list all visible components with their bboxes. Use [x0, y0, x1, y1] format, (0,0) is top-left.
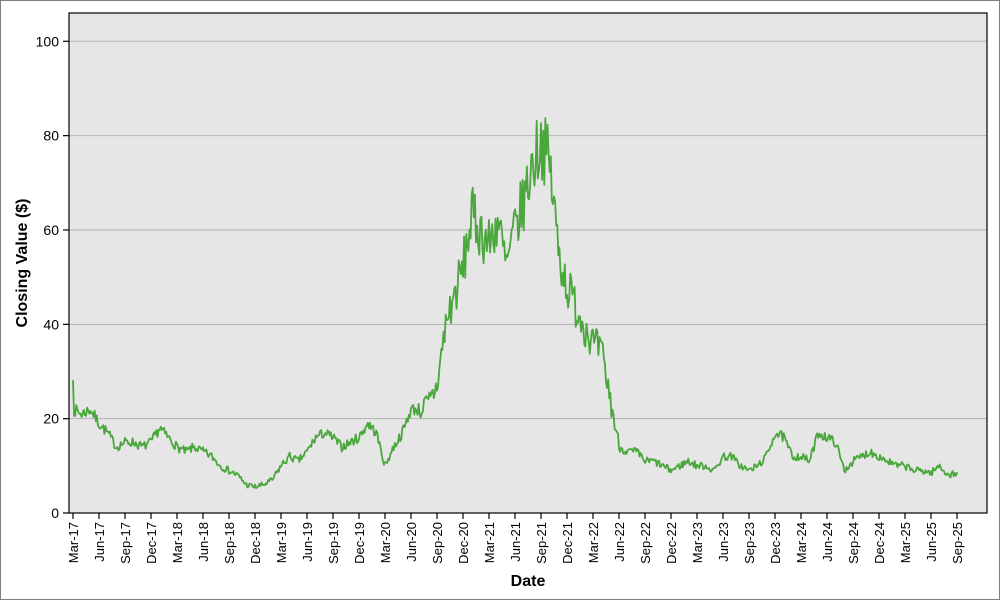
x-tick-label: Jun-24 [820, 522, 835, 562]
x-tick-label: Mar-24 [794, 522, 809, 563]
x-tick-label: Sep-23 [742, 522, 757, 564]
x-tick-label: Jun-23 [716, 522, 731, 562]
y-tick-label: 60 [43, 222, 59, 238]
x-tick-label: Jun-21 [508, 522, 523, 562]
x-tick-label: Sep-22 [638, 522, 653, 564]
x-tick-label: Sep-18 [222, 522, 237, 564]
x-tick-label: Dec-18 [248, 522, 263, 564]
x-tick-label: Mar-23 [690, 522, 705, 563]
x-tick-label: Sep-21 [534, 522, 549, 564]
x-tick-label: Dec-24 [872, 522, 887, 564]
plot-border [68, 12, 988, 514]
x-tick-label: Mar-20 [378, 522, 393, 563]
x-tick-label: Sep-17 [118, 522, 133, 564]
x-tick-label: Sep-20 [430, 522, 445, 564]
x-tick-label: Dec-20 [456, 522, 471, 564]
x-tick-label: Mar-22 [586, 522, 601, 563]
x-tick-label: Dec-21 [560, 522, 575, 564]
price-line [72, 117, 958, 490]
x-tick-label: Mar-18 [170, 522, 185, 563]
y-axis-title: Closing Value ($) [14, 198, 31, 328]
x-tick-label: Sep-24 [846, 522, 861, 564]
x-tick-label: Mar-17 [66, 522, 81, 563]
x-tick-label: Sep-25 [950, 522, 965, 564]
y-tick-label: 100 [36, 33, 60, 49]
x-tick-label: Mar-25 [898, 522, 913, 563]
x-tick-label: Jun-18 [196, 522, 211, 562]
x-tick-label: Dec-23 [768, 522, 783, 564]
x-tick-label: Dec-17 [144, 522, 159, 564]
x-tick-label: Dec-19 [352, 522, 367, 564]
y-tick-label: 0 [51, 505, 59, 521]
x-tick-label: Dec-22 [664, 522, 679, 564]
x-tick-label: Jun-19 [300, 522, 315, 562]
y-tick-label: 20 [43, 411, 59, 427]
y-tick-label: 40 [43, 316, 59, 332]
plot-background [69, 13, 987, 513]
x-tick-label: Jun-25 [924, 522, 939, 562]
x-tick-label: Jun-17 [92, 522, 107, 562]
y-tick-label: 80 [43, 128, 59, 144]
x-tick-label: Sep-19 [326, 522, 341, 564]
x-tick-label: Jun-22 [612, 522, 627, 562]
x-tick-label: Mar-19 [274, 522, 289, 563]
x-tick-label: Jun-20 [404, 522, 419, 562]
x-axis-title: Date [510, 573, 546, 590]
x-tick-label: Mar-21 [482, 522, 497, 563]
